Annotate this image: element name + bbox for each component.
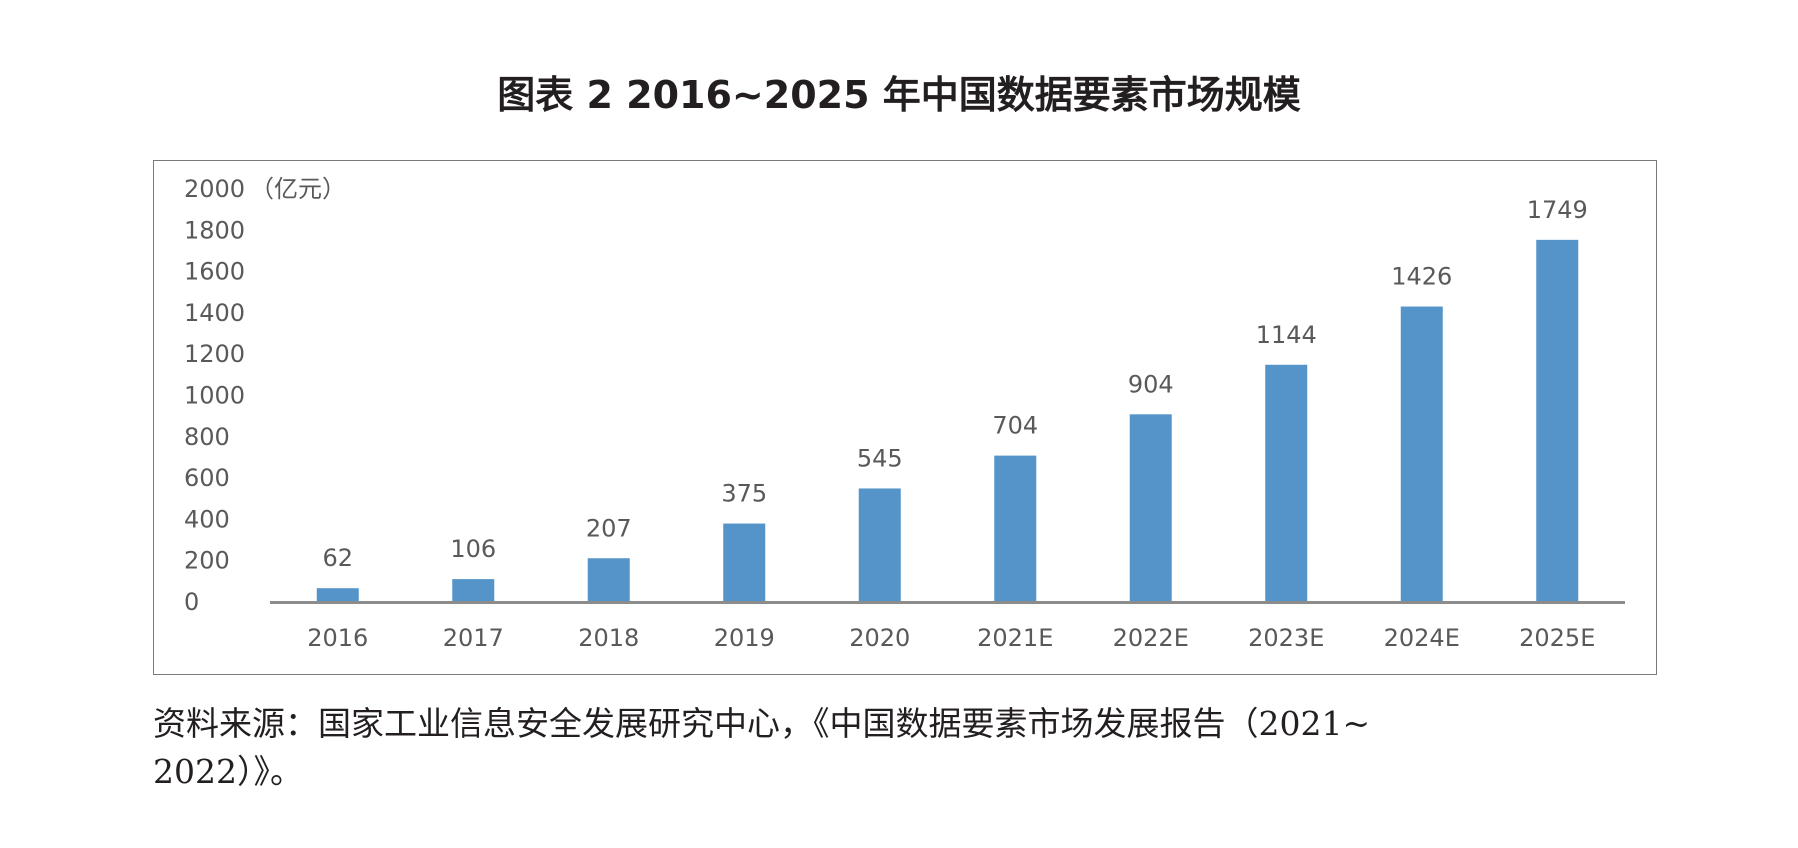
x-tick-label: 2017 — [443, 624, 504, 652]
y-tick-label: 1200 — [184, 340, 245, 368]
data-label: 207 — [586, 514, 632, 542]
y-tick-label: 2000 — [184, 175, 245, 203]
bar — [452, 579, 495, 601]
data-label: 1426 — [1391, 263, 1452, 291]
bar — [1265, 364, 1308, 601]
bar — [994, 455, 1037, 601]
chart-frame — [153, 160, 1657, 675]
x-tick-label: 2020 — [849, 624, 910, 652]
x-tick-label: 2018 — [578, 624, 639, 652]
data-label: 106 — [450, 535, 496, 563]
data-labels: 62 106 207 375 545 704 904 1144 1426 1749 — [322, 196, 1587, 572]
y-tick-label: 600 — [184, 464, 230, 492]
y-tick-label: 1400 — [184, 299, 245, 327]
y-axis-ticks: 0 200 400 600 800 1000 1200 1400 1600 1800 2000 — [184, 175, 245, 616]
bar — [723, 523, 766, 601]
data-label: 545 — [857, 444, 903, 472]
x-tick-label: 2024E — [1384, 624, 1460, 652]
bar — [858, 488, 901, 601]
chart-title: 图表 2 2016~2025 年中国数据要素市场规模 — [497, 73, 1301, 117]
source-note: 资料来源：国家工业信息安全发展研究中心，《中国数据要素市场发展报告（2021~ … — [153, 700, 1653, 796]
x-axis-ticks: 2016 2017 2018 2019 2020 2021E 2022E 2023E 2024E… — [307, 624, 1595, 652]
y-tick-label: 0 — [184, 588, 199, 616]
bar — [1400, 306, 1443, 601]
bar — [316, 588, 359, 601]
source-line-2: 2022）》。 — [153, 752, 303, 791]
data-label: 1749 — [1527, 196, 1588, 224]
bars — [316, 239, 1579, 602]
data-label: 904 — [1128, 370, 1174, 398]
data-label: 1144 — [1256, 321, 1317, 349]
y-axis-unit: （亿元） — [250, 175, 346, 203]
y-tick-label: 1600 — [184, 258, 245, 286]
y-tick-label: 1000 — [184, 382, 245, 410]
source-line-1: 资料来源：国家工业信息安全发展研究中心，《中国数据要素市场发展报告（2021~ — [153, 704, 1371, 743]
x-tick-label: 2022E — [1113, 624, 1189, 652]
bar — [587, 558, 630, 601]
y-tick-label: 800 — [184, 423, 230, 451]
x-tick-label: 2019 — [714, 624, 775, 652]
x-tick-label: 2016 — [307, 624, 368, 652]
data-label: 375 — [721, 480, 767, 508]
x-tick-label: 2025E — [1519, 624, 1595, 652]
y-tick-label: 400 — [184, 505, 230, 533]
data-label: 704 — [992, 412, 1038, 440]
bar — [1129, 414, 1172, 601]
y-tick-label: 1800 — [184, 216, 245, 244]
data-label: 62 — [322, 544, 353, 572]
bar — [1536, 239, 1579, 602]
x-tick-label: 2023E — [1248, 624, 1324, 652]
x-tick-label: 2021E — [977, 624, 1053, 652]
y-tick-label: 200 — [184, 547, 230, 575]
